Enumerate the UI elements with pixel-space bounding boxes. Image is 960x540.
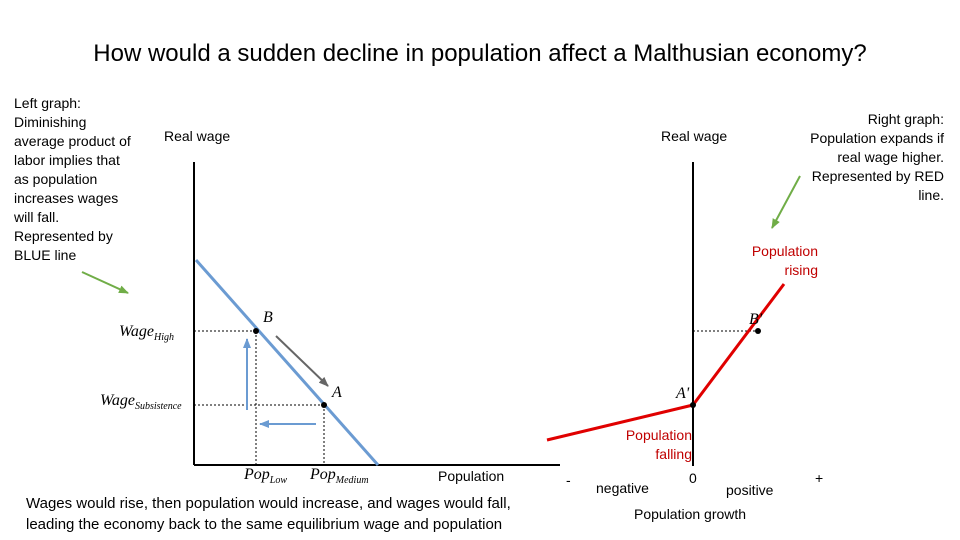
right-graph-note: Right graph: Population expands if real … (810, 111, 944, 203)
page-title: How would a sudden decline in population… (93, 40, 867, 67)
population-rising-label: Population rising (751, 243, 818, 278)
wage-high-label: WageHigh (119, 323, 174, 343)
explanation-line-2: leading the economy back to the same equ… (26, 516, 503, 533)
left-note-pointer-arrow (81, 271, 129, 294)
tick-positive: positive (726, 482, 774, 498)
pop-low-label: PopLow (244, 466, 288, 486)
tick-plus: + (815, 470, 824, 486)
point-b-prime-label: B' (749, 311, 763, 328)
return-to-equilibrium-arrow (275, 335, 329, 387)
point-b-label: B (263, 309, 273, 326)
blue-apl-line (194, 259, 380, 466)
point-a-prime-label: A' (676, 385, 690, 402)
left-x-axis-label: Population (438, 468, 505, 484)
point-a-label: A (332, 384, 342, 401)
point-b-prime-dot (755, 328, 761, 334)
right-x-axis-label: Population growth (634, 506, 747, 522)
tick-negative: negative (596, 480, 649, 496)
population-falling-label: Population falling (625, 427, 692, 462)
left-y-axis-label: Real wage (164, 128, 231, 144)
pop-medium-label: PopMedium (310, 466, 369, 486)
left-graph-note: Left graph: Diminishing average product … (14, 95, 131, 263)
point-b-dot (253, 328, 259, 334)
right-y-axis-label: Real wage (661, 128, 728, 144)
tick-minus: - (566, 472, 571, 488)
red-population-growth-line (546, 283, 786, 442)
wage-subsistence-label: WageSubsistence (100, 392, 182, 412)
point-a-prime-dot (690, 402, 696, 408)
point-a-dot (321, 402, 327, 408)
tick-zero: 0 (689, 470, 697, 486)
right-note-pointer-arrow (771, 175, 801, 229)
explanation-line-1: Wages would rise, then population would … (26, 495, 511, 512)
